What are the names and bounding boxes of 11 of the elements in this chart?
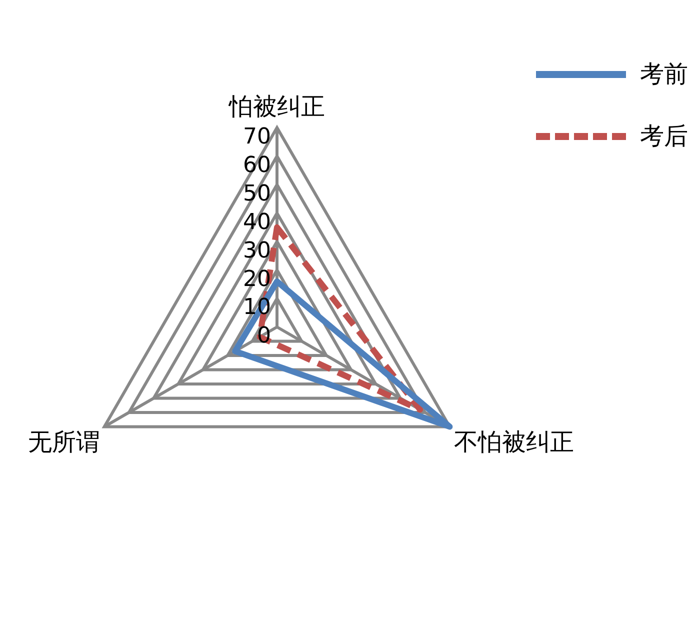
legend-label: 考后 [640, 121, 688, 152]
y-tick-label: 30 [243, 238, 271, 264]
y-tick-label: 20 [243, 266, 271, 292]
y-tick-label: 70 [243, 124, 271, 150]
spoke-label: 怕被纠正 [228, 92, 325, 120]
y-tick-label: 60 [243, 152, 271, 178]
spoke-label: 无所谓 [28, 428, 100, 456]
legend-label: 考前 [640, 59, 688, 90]
spoke-label: 不怕被纠正 [454, 428, 574, 456]
y-tick-label: 40 [243, 210, 271, 235]
y-tick-label: 50 [243, 181, 271, 206]
